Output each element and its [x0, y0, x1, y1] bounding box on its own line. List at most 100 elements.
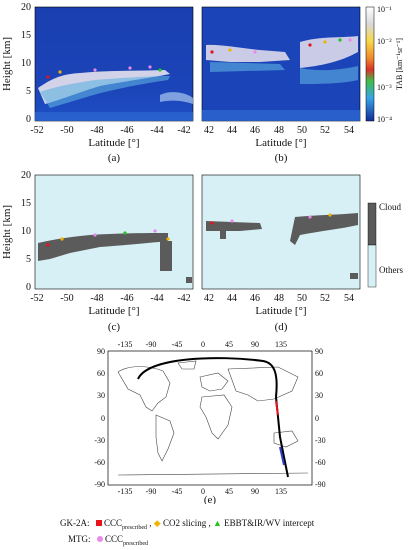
panel-a-label: (a)	[108, 152, 121, 164]
xtick: -48	[90, 125, 103, 136]
xtick: 48	[274, 293, 284, 304]
legend-co2: CO2 slicing	[162, 518, 207, 528]
xtick: -42	[177, 293, 190, 304]
panel-c-label: (c)	[108, 321, 121, 333]
xtick: -46	[120, 125, 133, 136]
legend-separator: ,	[208, 518, 211, 528]
panel-e-label: (e)	[204, 494, 217, 504]
square-marker-icon	[95, 520, 102, 526]
legend-mtg-ccc: CCCprescribed	[105, 534, 149, 547]
panel-d-xticks: 42 44 46 48 50 52 54	[204, 293, 354, 304]
panel-a-ylabel: Height [km]	[1, 37, 13, 91]
cloud-label: Cloud	[379, 202, 402, 212]
lat-tick: 90	[315, 347, 323, 356]
panel-a-xticks: -52 -50 -48 -46 -44 -42	[30, 125, 190, 136]
legend-mtg-label: MTG:	[68, 534, 91, 544]
panel-c-yticks: 20 15 10 5 0	[21, 170, 31, 293]
legend-row-gk2a: GK-2A: CCCprescribed , ◆ CO2 slicing , ▲…	[60, 518, 314, 531]
ytick: 10	[21, 226, 31, 237]
panel-b: 20 42 44 46 48 50 52 54 Latitude [°] (b)…	[189, 0, 411, 165]
coastlines	[117, 360, 309, 476]
xtick: 44	[227, 125, 237, 136]
xtick: -48	[90, 293, 103, 304]
lat-tick: -60	[315, 458, 326, 467]
lat-tick: -30	[94, 436, 105, 445]
lon-ticks-top: -135 -90 -45 0 45 90 135	[118, 340, 287, 349]
xtick: 50	[297, 125, 307, 136]
others-swatch	[367, 244, 377, 288]
satellite-track	[137, 357, 289, 478]
lon-tick: -45	[172, 487, 183, 496]
panel-a: 20 15 10 5 0 -52 -50 -48 -46 -44 -42 Lat…	[0, 0, 200, 165]
xtick: -52	[30, 125, 43, 136]
panel-b-xticks: 42 44 46 48 50 52 54	[204, 125, 354, 136]
xtick: -42	[177, 125, 190, 136]
legend-ccc: CCCprescribed	[104, 518, 148, 531]
xtick: 50	[297, 293, 307, 304]
lon-tick: 45	[225, 487, 233, 496]
lat-tick: 60	[97, 369, 105, 378]
triangle-marker-icon: ▲	[212, 518, 222, 528]
panel-a-plot: 20 15 10 5 0 -52 -50 -48 -46 -44 -42 Lat…	[1, 2, 194, 164]
lat-tick: -30	[315, 436, 326, 445]
xtick: 42	[204, 125, 214, 136]
colorbar-tick: 10⁻²	[377, 37, 392, 46]
lon-tick: 90	[251, 340, 259, 349]
panel-e-map: -135 -90 -45 0 45 90 135 -135 -90 -45 0 …	[94, 340, 326, 506]
xtick: 52	[320, 125, 330, 136]
lon-tick: 0	[201, 487, 205, 496]
diamond-marker-icon: ◆	[153, 518, 161, 528]
panel-d-plot: 20 42 44 46 48 50 52 54 Latitude [°] (d)…	[189, 170, 403, 333]
panel-a-yticks: 20 15 10 5 0	[21, 2, 31, 125]
lat-tick: 30	[97, 391, 105, 400]
lat-tick: -90	[94, 480, 105, 489]
xtick: 46	[250, 293, 260, 304]
xtick: 42	[204, 293, 214, 304]
legend-ebbt: EBBT&IR/WV intercept	[224, 518, 315, 528]
ytick: 15	[21, 198, 31, 209]
xtick: 52	[320, 293, 330, 304]
colorbar-title: TAB [km⁻¹sr⁻¹]	[395, 38, 404, 90]
lat-tick: 60	[315, 369, 323, 378]
colorbar-tick: 10⁻³	[377, 83, 392, 92]
panel-b-plot: 20 42 44 46 48 50 52 54 Latitude [°] (b)…	[189, 2, 404, 164]
colorbar	[365, 6, 375, 122]
lat-tick: -60	[94, 458, 105, 467]
others-label: Others	[379, 265, 403, 275]
legend-row-mtg: MTG: CCCprescribed	[68, 534, 148, 547]
xtick: -44	[150, 125, 163, 136]
ytick: 10	[21, 58, 31, 69]
panel-b-label: (b)	[275, 152, 288, 164]
lon-tick: 0	[201, 340, 205, 349]
panel-d-xlabel: Latitude [°]	[255, 305, 306, 317]
panel-a-xlabel: Latitude [°]	[88, 137, 139, 149]
xtick: -50	[60, 293, 73, 304]
lat-ticks-left: 90 60 30 0 -30 -60 -90	[94, 347, 105, 489]
lat-tick: 90	[97, 347, 105, 356]
panel-d: 20 42 44 46 48 50 52 54 Latitude [°] (d)…	[189, 165, 411, 335]
lon-tick: -90	[146, 340, 157, 349]
ytick: 20	[21, 170, 31, 181]
xtick: 44	[227, 293, 237, 304]
xtick: -46	[120, 293, 133, 304]
xtick: 54	[344, 293, 354, 304]
xtick: -44	[150, 293, 163, 304]
ytick: 15	[21, 30, 31, 41]
colorbar-tick: 10⁻¹	[377, 5, 392, 14]
xtick: 54	[344, 125, 354, 136]
panel-e: -135 -90 -45 0 45 90 135 -135 -90 -45 0 …	[78, 337, 340, 506]
panel-c-xticks: -52 -50 -48 -46 -44 -42	[30, 293, 190, 304]
circle-marker-icon	[96, 536, 103, 542]
legend-gk2a-label: GK-2A:	[60, 518, 90, 528]
ytick: 0	[26, 114, 31, 125]
lat-tick: -90	[315, 480, 326, 489]
lon-tick: 45	[225, 340, 233, 349]
legend-separator: ,	[149, 518, 152, 528]
ytick: 5	[26, 86, 31, 97]
lon-ticks-bottom: -135 -90 -45 0 45 90 135	[118, 487, 287, 496]
lat-tick: 0	[315, 414, 319, 423]
ytick: 0	[26, 282, 31, 293]
lon-tick: 135	[275, 487, 287, 496]
xtick: 46	[250, 125, 260, 136]
xtick: -52	[30, 293, 43, 304]
